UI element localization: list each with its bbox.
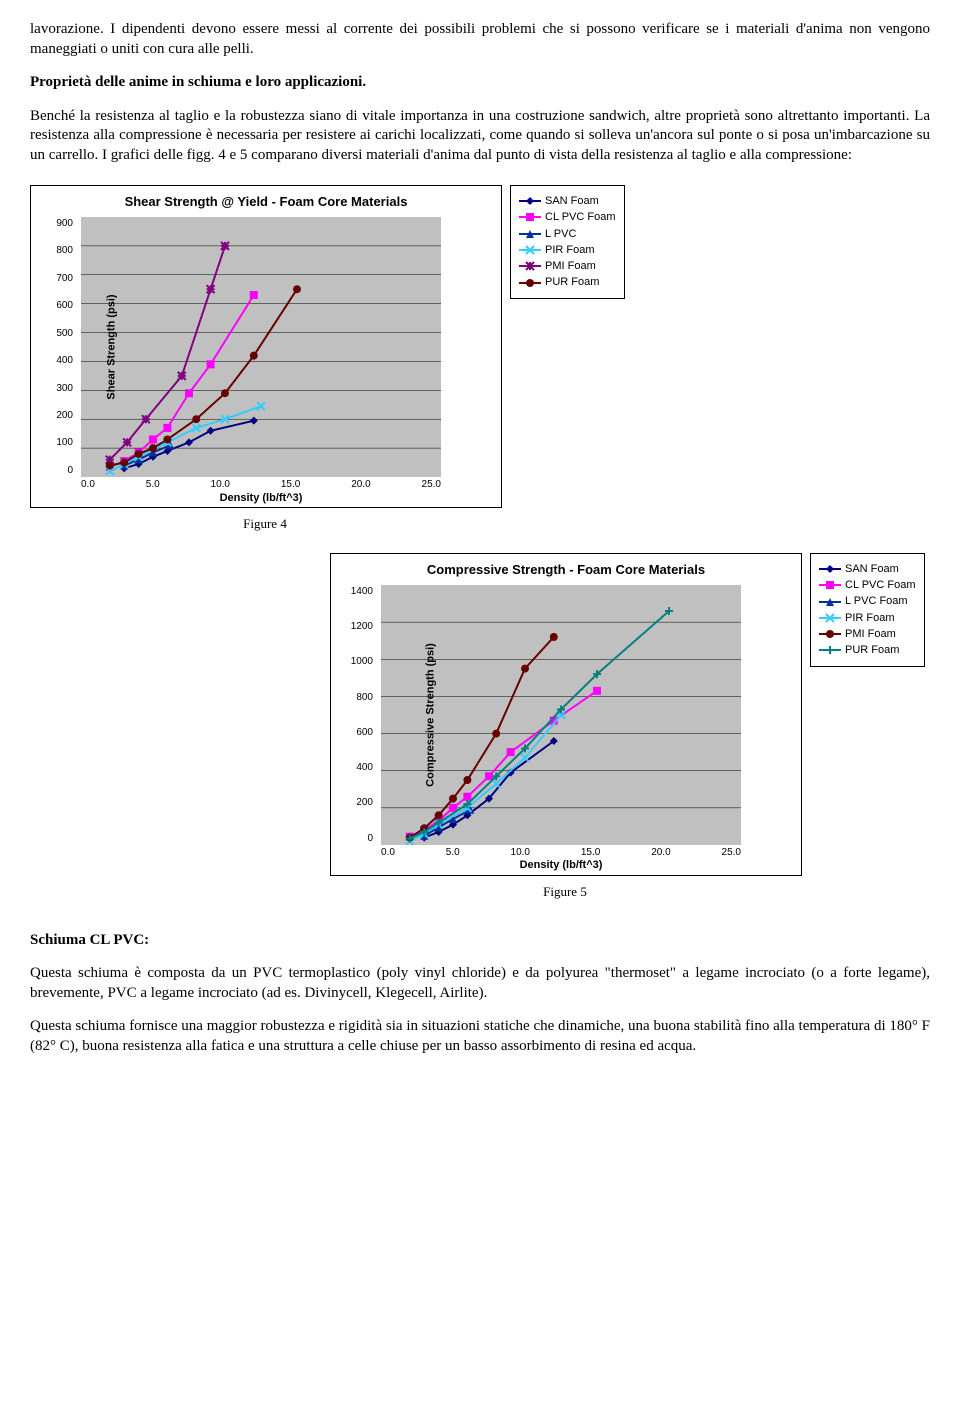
data-point: [106, 461, 114, 469]
data-point: [149, 444, 157, 452]
chart2-plot-area: Compressive Strength (psi) Density (lb/f…: [381, 585, 741, 845]
paragraph-4: Questa schiuma fornisce una maggior robu…: [30, 1017, 930, 1056]
legend-label: PMI Foam: [545, 259, 596, 273]
legend-label: PIR Foam: [845, 611, 895, 625]
data-point: [142, 415, 150, 423]
data-point: [221, 242, 229, 250]
data-point: [149, 435, 157, 443]
data-point: [192, 415, 200, 423]
data-point: [492, 779, 500, 787]
chart1-legend: SAN Foam CL PVC Foam L PVC PIR Foam PMI …: [510, 185, 625, 299]
data-point: [135, 450, 143, 458]
data-point: [178, 372, 186, 380]
legend-item: PIR Foam: [819, 611, 916, 625]
chart2-title: Compressive Strength - Foam Core Materia…: [331, 554, 801, 585]
data-point: [250, 291, 258, 299]
legend-item: CL PVC Foam: [519, 210, 616, 224]
legend-item: L PVC Foam: [819, 594, 916, 608]
legend-label: L PVC: [545, 227, 576, 241]
legend-item: PMI Foam: [519, 259, 616, 273]
legend-label: PMI Foam: [845, 627, 896, 641]
heading-2: Schiuma CL PVC:: [30, 932, 149, 948]
data-point: [207, 427, 215, 435]
legend-item: PIR Foam: [519, 243, 616, 257]
data-point: [550, 633, 558, 641]
data-point: [293, 285, 301, 293]
legend-item: SAN Foam: [519, 194, 616, 208]
data-point: [207, 285, 215, 293]
plot-svg: [381, 585, 741, 845]
chart1-xlabel: Density (lb/ft^3): [220, 491, 303, 505]
data-point: [123, 438, 131, 446]
chart1-title: Shear Strength @ Yield - Foam Core Mater…: [31, 186, 501, 217]
legend-label: SAN Foam: [545, 194, 599, 208]
data-point: [250, 417, 258, 425]
figure-4-chart: Shear Strength @ Yield - Foam Core Mater…: [30, 185, 502, 508]
legend-label: CL PVC Foam: [545, 210, 616, 224]
data-point: [221, 389, 229, 397]
y-ticks: 9008007006005004003002001000: [43, 217, 73, 477]
data-point: [185, 438, 193, 446]
data-point: [521, 753, 529, 761]
chart1-plot-area: Shear Strength (psi) Density (lb/ft^3) 9…: [81, 217, 441, 477]
data-point: [485, 772, 493, 780]
paragraph-2: Benché la resistenza al taglio e la robu…: [30, 107, 930, 166]
legend-label: PUR Foam: [845, 643, 899, 657]
data-point: [120, 458, 128, 466]
legend-item: PMI Foam: [819, 627, 916, 641]
data-point: [449, 794, 457, 802]
data-point: [163, 435, 171, 443]
data-point: [435, 811, 443, 819]
heading-1: Proprietà delle anime in schiuma e loro …: [30, 73, 930, 93]
data-point: [250, 352, 258, 360]
legend-label: PIR Foam: [545, 243, 595, 257]
chart2-xlabel: Density (lb/ft^3): [520, 858, 603, 872]
legend-item: PUR Foam: [519, 275, 616, 289]
data-point: [593, 687, 601, 695]
data-point: [163, 424, 171, 432]
legend-label: L PVC Foam: [845, 594, 908, 608]
legend-item: L PVC: [519, 227, 616, 241]
chart2-legend: SAN Foam CL PVC Foam L PVC Foam PIR Foam…: [810, 553, 925, 667]
legend-label: SAN Foam: [845, 562, 899, 576]
figure-5-chart: Compressive Strength - Foam Core Materia…: [330, 553, 802, 876]
legend-item: SAN Foam: [819, 562, 916, 576]
data-point: [521, 664, 529, 672]
legend-label: CL PVC Foam: [845, 578, 916, 592]
figure-4-wrap: Shear Strength @ Yield - Foam Core Mater…: [30, 185, 930, 533]
legend-item: PUR Foam: [819, 643, 916, 657]
data-point: [463, 776, 471, 784]
x-ticks: 0.05.010.015.020.025.0: [381, 846, 741, 859]
x-ticks: 0.05.010.015.020.025.0: [81, 478, 441, 491]
figure-5-wrap: Compressive Strength - Foam Core Materia…: [330, 553, 930, 901]
legend-item: CL PVC Foam: [819, 578, 916, 592]
data-point: [507, 748, 515, 756]
chart2-caption: Figure 5: [330, 884, 800, 901]
paragraph-1: lavorazione. I dipendenti devono essere …: [30, 20, 930, 59]
data-point: [185, 389, 193, 397]
data-point: [207, 360, 215, 368]
y-ticks: 1400120010008006004002000: [343, 585, 373, 845]
data-point: [492, 729, 500, 737]
plot-svg: [81, 217, 441, 477]
data-point: [463, 792, 471, 800]
legend-label: PUR Foam: [545, 275, 599, 289]
paragraph-3: Questa schiuma è composta da un PVC term…: [30, 964, 930, 1003]
chart1-caption: Figure 4: [30, 516, 500, 533]
